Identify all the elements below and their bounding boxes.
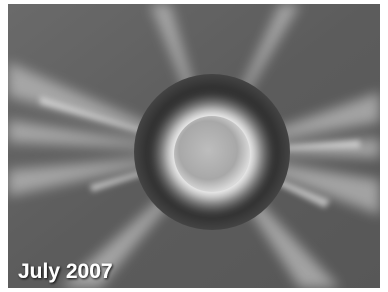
caption: July 2007: [18, 260, 113, 283]
corona-image: July 2007: [0, 0, 388, 292]
